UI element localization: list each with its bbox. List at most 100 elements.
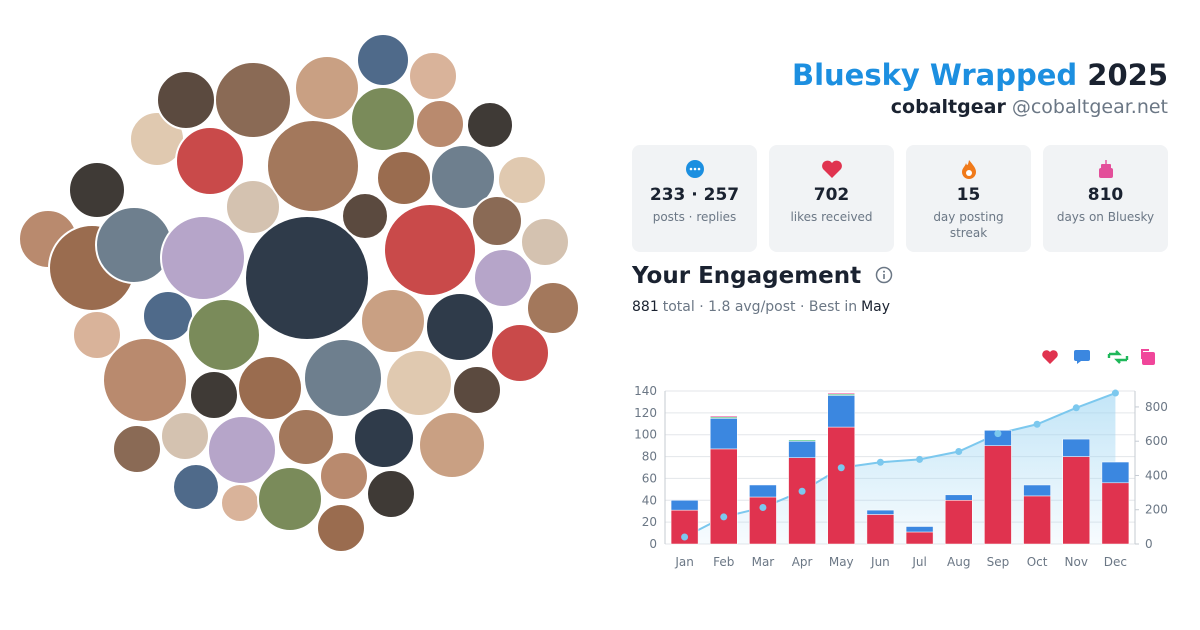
avatar [356,33,410,87]
avatar [376,150,432,206]
x-tick-label: Sep [987,555,1010,569]
legend-icon[interactable] [1141,349,1155,365]
bar [670,500,699,511]
x-tick-label: Apr [792,555,813,569]
bar [788,457,816,545]
y2-tick-label: 200 [1145,503,1168,517]
x-tick-label: Aug [947,555,970,569]
avatar [430,144,496,210]
legend-icon[interactable] [1042,350,1058,364]
bar [905,531,934,545]
stat-card: 15 day posting streak [906,145,1031,252]
summary: 881 total · 1.8 avg/post · Best in May [632,299,890,315]
avatar [102,337,188,423]
bar [710,415,738,418]
account: cobaltgear @cobaltgear.net [792,96,1168,118]
avatar [415,99,465,149]
bar [710,418,738,450]
avatar [341,192,389,240]
avatar [266,119,360,213]
line-point [994,430,1002,438]
header: Bluesky Wrapped 2025 cobaltgear @cobaltge… [792,58,1168,118]
legend-icon[interactable] [1074,350,1090,364]
info-icon[interactable] [875,266,893,284]
avatar [471,195,523,247]
avatar [360,288,426,354]
line-point [837,464,845,472]
avatar [277,408,335,466]
avatar [237,355,303,421]
avatar [520,217,570,267]
y-tick-label: 80 [642,450,657,464]
bar [1101,461,1130,484]
avatar [294,55,360,121]
stat-label: days on Bluesky [1056,210,1155,224]
bar [984,445,1012,545]
handle: @cobaltgear.net [1011,96,1168,118]
avatar [95,206,173,284]
summary-best: May [861,299,891,315]
avatar [316,503,366,553]
x-tick-label: Jun [870,555,890,569]
avatar [72,310,122,360]
y-tick-label: 0 [649,537,657,551]
avatar [160,411,210,461]
y-tick-label: 60 [642,471,657,485]
section-title-text: Your Engagement [632,263,862,289]
avatar [319,451,369,501]
x-tick-label: Feb [713,555,734,569]
avatar [473,248,533,308]
section-title: Your Engagement [632,263,893,289]
line-point [916,455,924,463]
avatar [68,161,126,219]
line-point [1072,404,1080,412]
stat-label: likes received [790,210,873,224]
bar [1101,482,1130,545]
avatar [225,179,281,235]
legend-icon[interactable] [1107,350,1129,364]
summary-text: total · 1.8 avg/post · Best in [662,299,858,315]
y-tick-label: 20 [642,515,657,529]
stat-label: day posting streak [933,210,1004,240]
line-point [759,504,767,512]
bar [1062,438,1090,457]
avatar [175,126,245,196]
summary-total: 881 [632,299,659,315]
x-tick-label: Nov [1065,555,1088,569]
y-tick-label: 100 [634,428,657,442]
avatar [187,298,261,372]
line-point [798,487,806,495]
bar [788,441,816,458]
x-tick-label: Oct [1027,555,1048,569]
bar [827,392,855,395]
avatar [452,365,502,415]
avatar [353,407,415,469]
legend [1042,349,1155,365]
icon [961,160,976,179]
avatar [156,70,216,130]
bar [1062,456,1090,545]
y-tick-label: 140 [634,384,657,398]
bar [827,426,855,545]
icon [821,160,842,178]
title-text: Bluesky Wrapped [791,58,1078,92]
x-tick-label: Jan [674,555,694,569]
avatar [383,203,477,297]
avatar [497,155,547,205]
bar [866,514,895,545]
title: Bluesky Wrapped 2025 [792,58,1168,92]
bar [1023,495,1051,545]
stats: 233 · 257 posts · replies 702 likes receiv… [632,145,1168,252]
x-tick-label: Dec [1104,555,1127,569]
avatar [220,483,260,523]
avatar [207,415,277,485]
year: 2025 [1087,58,1168,92]
avatar [466,101,514,149]
icon [685,160,704,178]
y2-tick-label: 400 [1145,468,1168,482]
line-point [681,533,689,541]
chart: 0 20 40 60 80 100 120 140 0 200 400 600 800 Jan Feb Mar… [634,349,1168,569]
avatar [112,424,162,474]
avatar [214,61,292,139]
stat-card: 233 · 257 posts · replies [632,145,757,252]
